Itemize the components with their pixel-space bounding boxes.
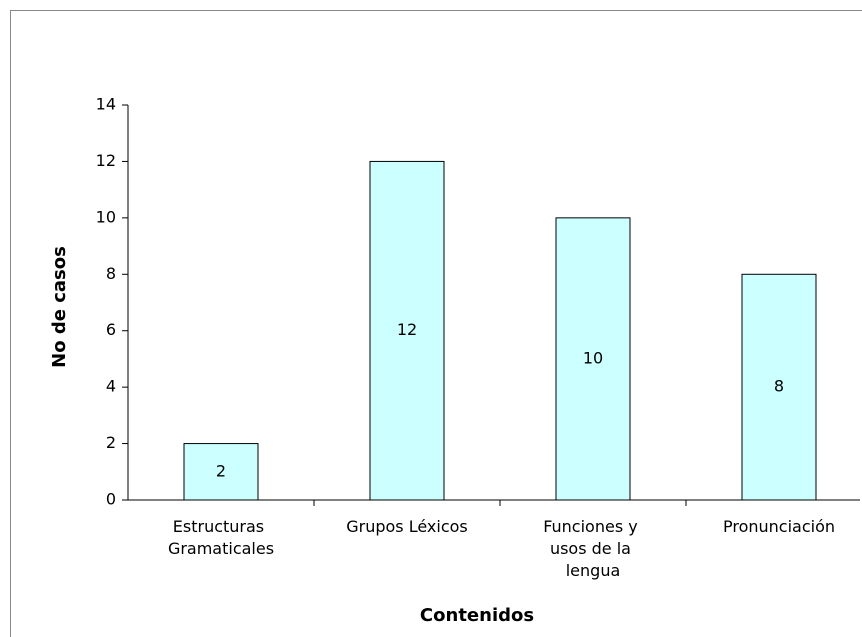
- y-tick-label: 14: [96, 95, 116, 114]
- bar: [369, 160, 445, 501]
- y-tick-label: 8: [106, 264, 116, 283]
- data-label: 12: [397, 320, 417, 339]
- y-tick-label: 0: [106, 490, 116, 509]
- x-axis-title: Contenidos: [420, 605, 534, 626]
- y-tick-label: 2: [106, 433, 116, 452]
- bar: [555, 217, 631, 501]
- y-tick-label: 10: [96, 207, 116, 226]
- x-tick-label: Estructuras Gramaticales: [168, 517, 274, 558]
- y-tick-label: 4: [106, 377, 116, 396]
- y-axis-title: No de casos: [49, 246, 70, 368]
- x-tick-label: Pronunciación: [723, 517, 835, 536]
- data-label: 8: [774, 377, 784, 396]
- bar: [183, 443, 259, 501]
- y-tick-label: 6: [106, 320, 116, 339]
- x-tick-label: Grupos Léxicos: [346, 517, 468, 536]
- data-label: 2: [216, 461, 226, 480]
- x-tick-label: Funciones y usos de la lengua: [543, 517, 643, 580]
- bar: [741, 273, 817, 501]
- y-tick-label: 12: [96, 151, 116, 170]
- data-label: 10: [583, 348, 603, 367]
